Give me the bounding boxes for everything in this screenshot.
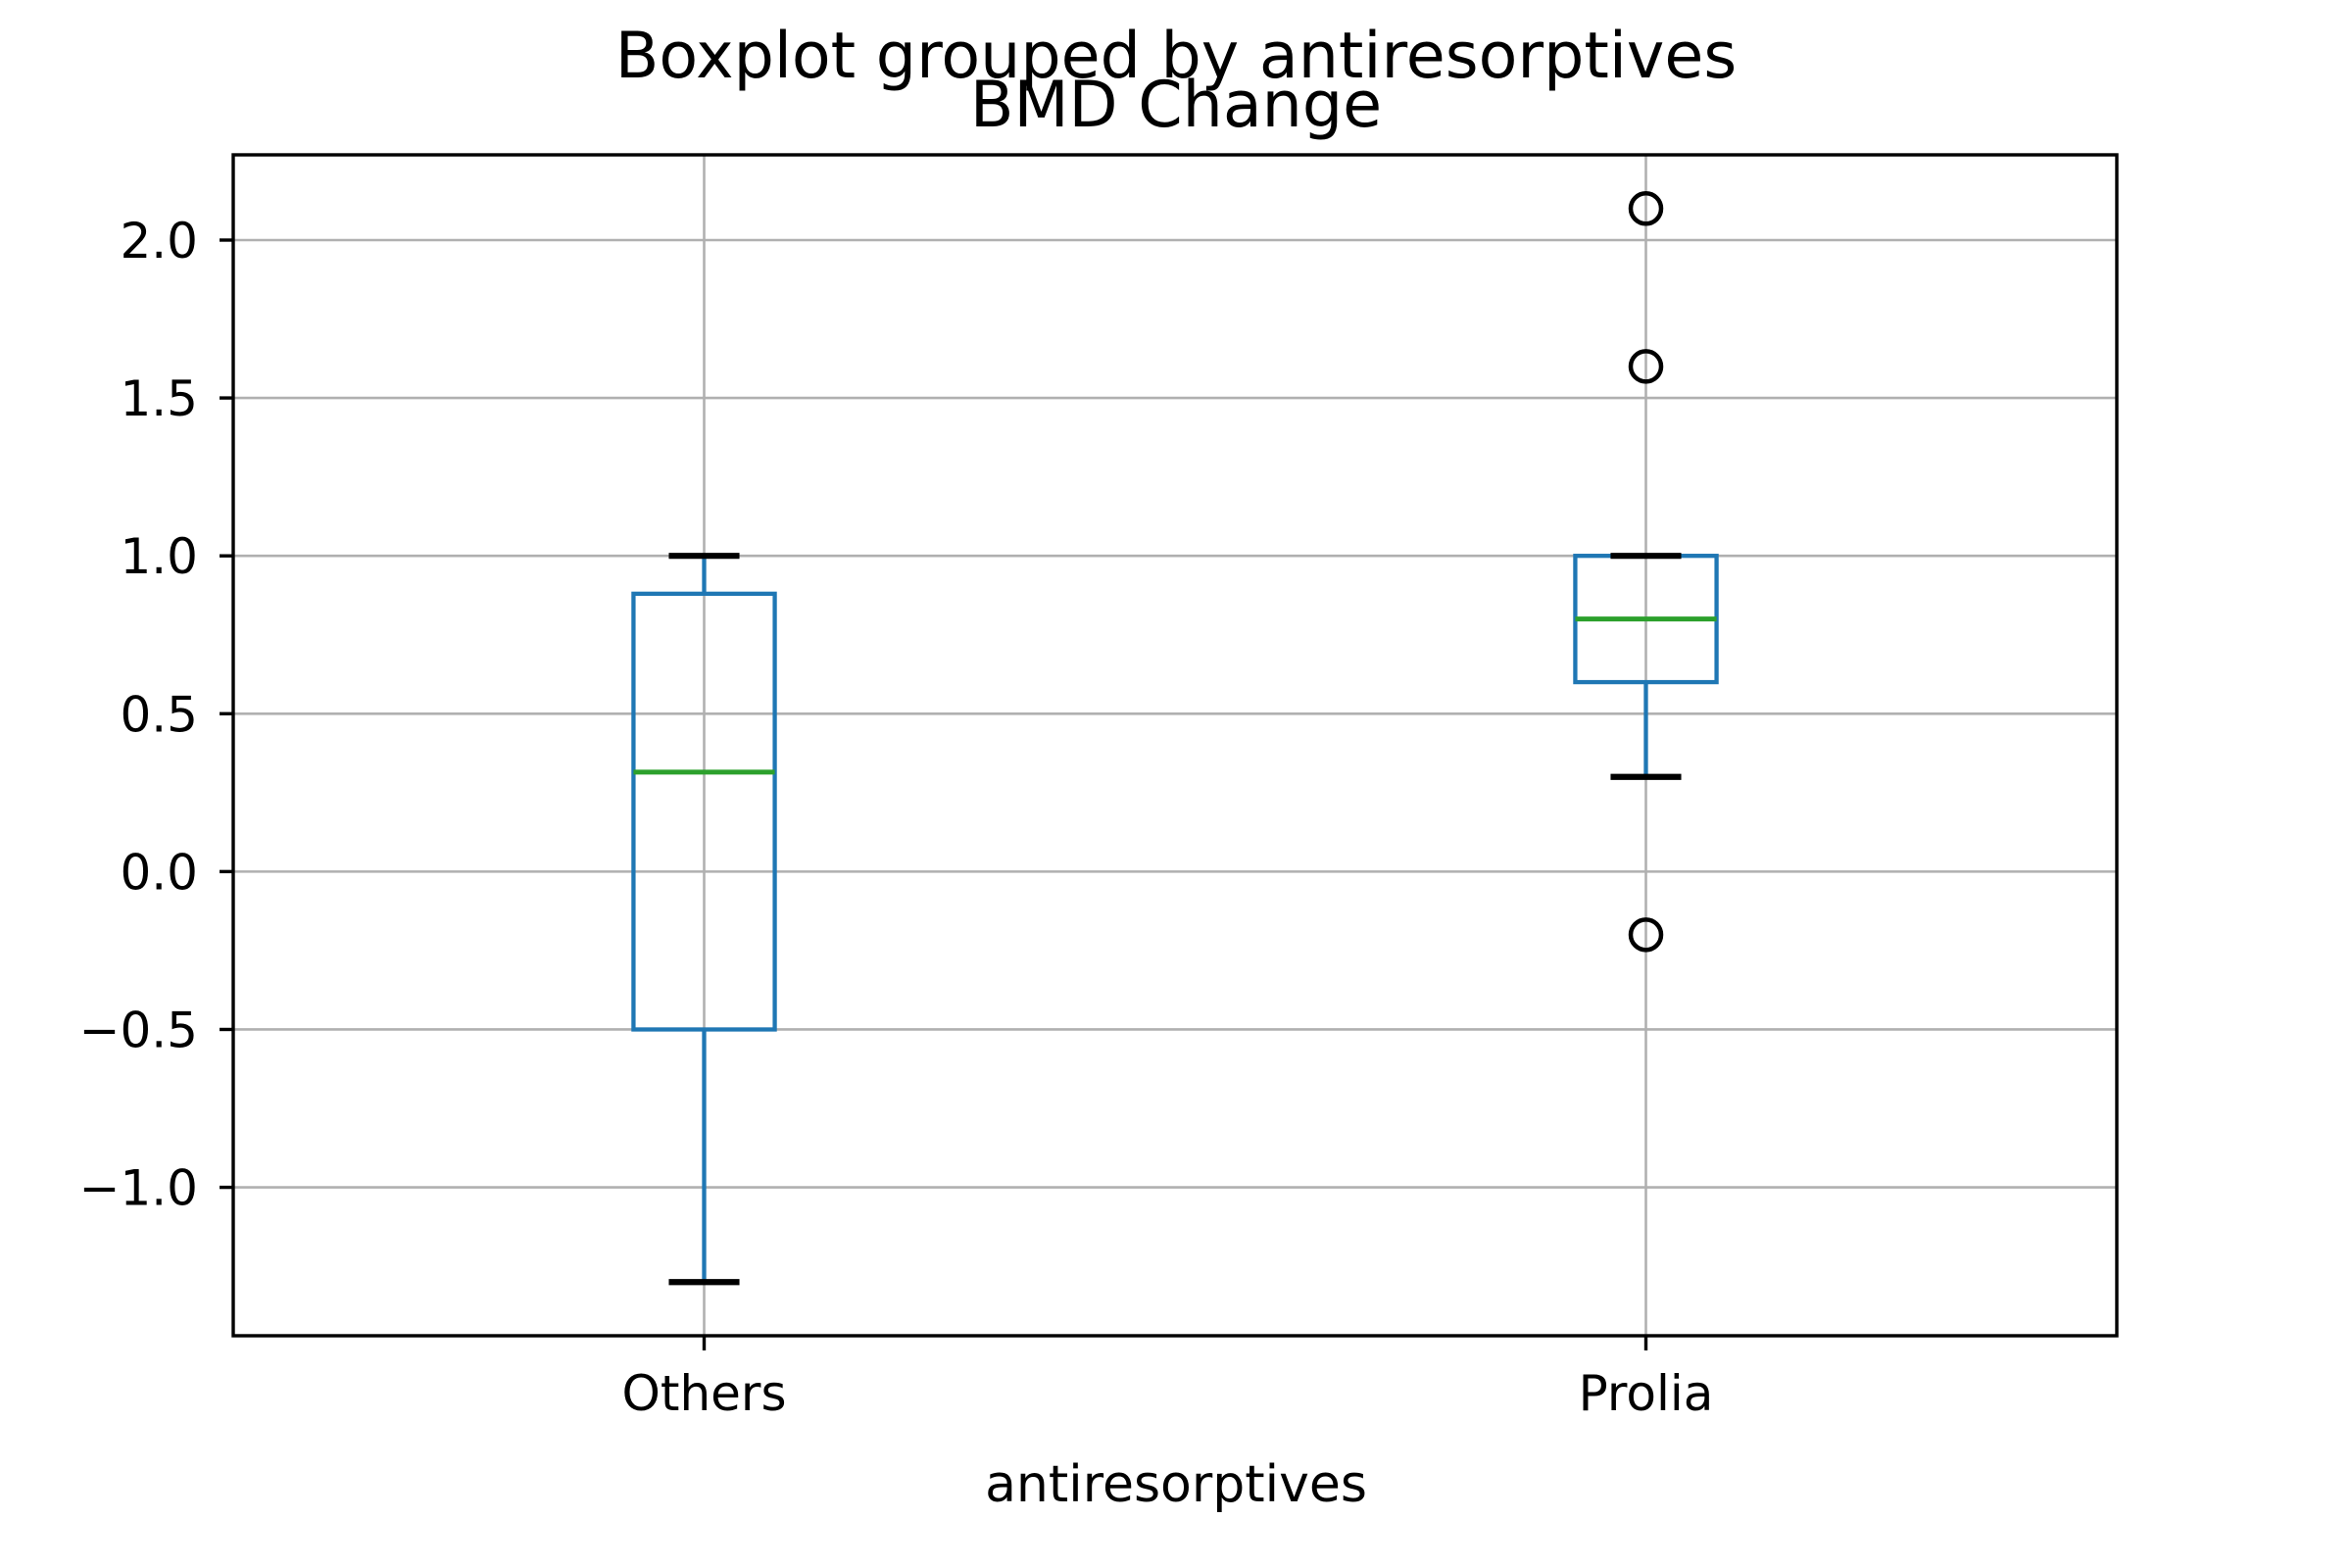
y-tick-label: 1.0 [120,528,198,585]
axes-spines [231,153,2119,1338]
outlier-marker [1628,917,1664,953]
outlier-marker [1628,349,1664,384]
axes-title: BMD Change [969,69,1383,142]
x-tick-label: Others [621,1365,786,1422]
y-tick-label: 2.0 [120,213,198,270]
x-tick-label: Prolia [1579,1365,1714,1422]
y-tick-label: 0.0 [120,844,198,901]
outlier-marker [1628,191,1664,226]
y-tick-label: −1.0 [79,1160,198,1217]
figure-suptitle: Boxplot grouped by antiresorptives [614,20,1738,93]
y-tick-label: −0.5 [79,1002,198,1058]
y-tick-label: 1.5 [120,370,198,427]
box-others [631,591,777,1032]
y-tick-label: 0.5 [120,686,198,743]
x-axis-label: antiresorptives [985,1455,1367,1514]
